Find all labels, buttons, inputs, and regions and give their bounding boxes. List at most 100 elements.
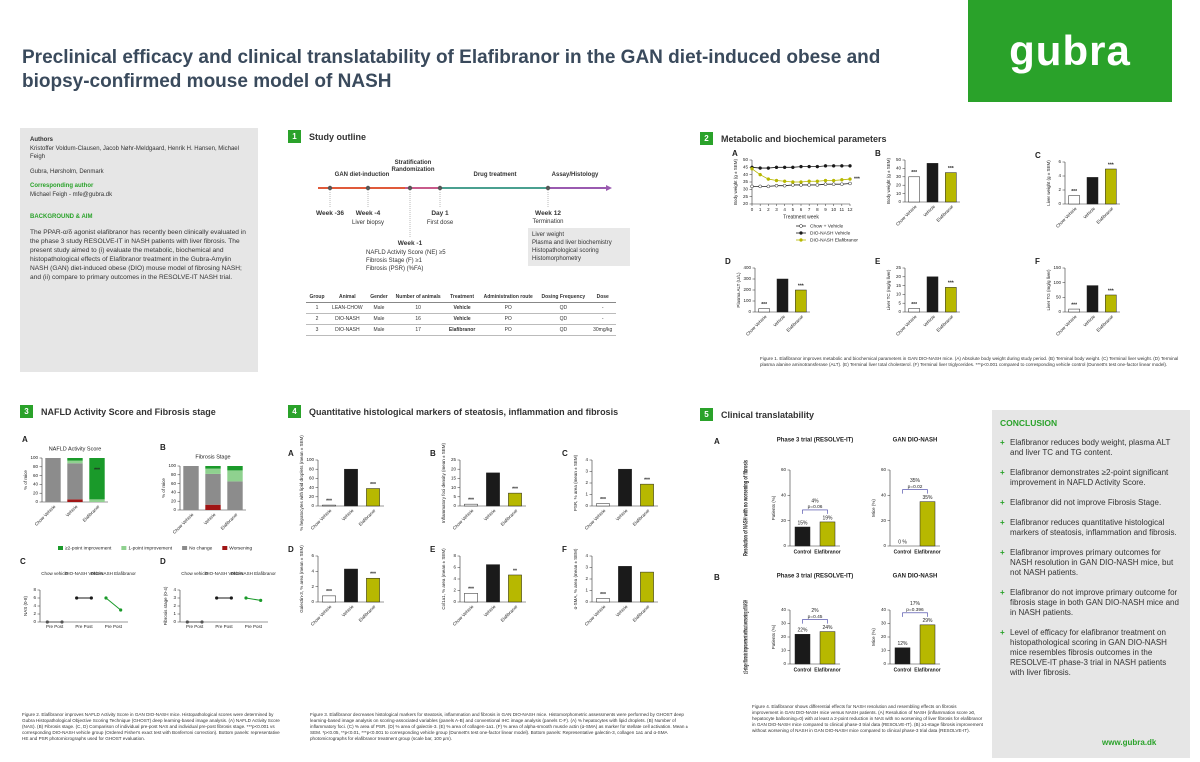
- series-marker: [766, 166, 771, 170]
- table-row: 1 LEAN-CHOW Male 10 Vehicle PO QD -: [306, 302, 616, 314]
- x-tick-label: Chow Vehicle: [584, 604, 607, 627]
- table-cell: Elafibranor: [445, 324, 480, 336]
- x-tick-label: Elafibranor: [632, 604, 651, 623]
- bar: [322, 504, 336, 507]
- data-label: 35%: [922, 495, 933, 501]
- figure-caption: Figure 2. Elafibranor improves NAFLD Act…: [22, 712, 280, 741]
- column-title: GAN DIO-NASH: [893, 438, 938, 444]
- x-tick-label: Elafibranor: [220, 512, 239, 531]
- figure-caption: Figure 3. Elafibranor decreases histolog…: [310, 712, 689, 741]
- bar: [344, 468, 358, 507]
- group-table: Group Animal Gender Number of animals Treatm…: [306, 292, 616, 336]
- y-axis-label: Mice (%): [871, 499, 876, 517]
- y-axis-label: % hepatocytes with lipid droplets (mean …: [299, 435, 304, 531]
- x-tick-label: Pre Post: [215, 624, 233, 629]
- bar: [819, 631, 836, 665]
- y-tick-label: 20: [896, 182, 902, 187]
- y-tick-label: 20: [309, 494, 315, 499]
- x-tick-label: Vehicle: [922, 314, 936, 328]
- x-tick-label: Chow Vehicle: [310, 508, 333, 531]
- bar: [945, 287, 957, 313]
- assay-list: Liver weight Plasma and liver biochemistr…: [528, 228, 630, 266]
- y-tick-label: 30: [781, 621, 787, 626]
- x-tick-label: Vehicle: [772, 314, 786, 328]
- x-tick-label: Control: [794, 549, 812, 555]
- bar-segment: [67, 460, 83, 464]
- series-marker: [831, 164, 836, 168]
- bar-segment: [205, 504, 221, 510]
- y-tick-label: 50: [1056, 295, 1062, 300]
- x-tick-label: Chow Vehicle: [452, 508, 475, 531]
- phase-label: Stratification Randomization: [391, 160, 435, 173]
- milestone-week: Week 12: [535, 210, 561, 217]
- series-marker: [799, 180, 803, 184]
- y-axis-label: Body weight (g ± SEM): [886, 158, 891, 204]
- table-header-cell: Administration route: [479, 292, 538, 303]
- series-marker: [791, 180, 795, 184]
- y-tick-label: 3: [585, 469, 588, 474]
- y-tick-label: 2: [33, 611, 36, 616]
- section-header: 2 Metabolic and biochemical parameters: [700, 132, 887, 145]
- significance: ***: [468, 587, 474, 593]
- series-marker: [799, 164, 803, 169]
- x-tick-label: Chow Vehicle: [1055, 314, 1078, 337]
- y-tick-label: 20: [896, 274, 902, 279]
- series-marker: [807, 164, 811, 169]
- table-cell: 1: [306, 302, 329, 314]
- bar: [344, 568, 358, 603]
- x-tick-label: 7: [808, 207, 811, 212]
- y-tick-label: 40: [33, 482, 39, 487]
- y-tick-label: 2: [173, 603, 176, 608]
- x-tick-label: Vehicle: [341, 508, 355, 522]
- y-tick-label: 2: [585, 576, 588, 581]
- series-marker: [840, 182, 844, 186]
- series-marker: [840, 164, 844, 168]
- legend-swatch: [222, 546, 228, 550]
- column-title: GAN DIO-NASH: [893, 574, 938, 580]
- x-tick-label: Chow Vehicle: [34, 504, 57, 527]
- x-tick-label: Elafibranor: [1095, 206, 1114, 225]
- column-title: Phase 3 trial (RESOLVE-IT): [777, 438, 854, 444]
- y-axis-label: Inflammatory foci density (mean ± SEM): [441, 443, 446, 523]
- y-tick-label: 15: [451, 476, 457, 481]
- data-label: 12%: [897, 641, 908, 647]
- y-tick-label: 40: [309, 485, 315, 490]
- significance: ***: [948, 281, 954, 287]
- x-tick-label: Elafibranor: [500, 604, 519, 623]
- bar-segment: [183, 466, 199, 510]
- affiliation: Gubra, Hørsholm, Denmark: [30, 168, 104, 175]
- y-tick-label: 25: [451, 457, 457, 462]
- table-cell: DIO-NASH: [328, 313, 367, 325]
- bar: [640, 571, 654, 603]
- y-tick-label: 15: [896, 283, 902, 288]
- difference-label: 2%: [811, 608, 819, 614]
- table-header-cell: Dose: [589, 292, 616, 303]
- bar: [795, 289, 807, 313]
- legend-label: DIO-NASH Elafibranor: [810, 237, 858, 243]
- table-cell: PO: [479, 313, 538, 325]
- x-tick-label: Control: [894, 549, 912, 555]
- table-row: 2 DIO-NASH Male 16 Vehicle PO QD -: [306, 313, 616, 325]
- y-tick-label: 1: [173, 611, 176, 616]
- table-cell: 3: [306, 324, 329, 336]
- difference-label: 35%: [910, 478, 921, 484]
- legend-swatch: [58, 546, 63, 550]
- milestone-note: First dose: [426, 220, 454, 226]
- table-cell: Male: [366, 302, 392, 314]
- x-tick-label: 12: [847, 207, 853, 212]
- p-value: p=0.02: [908, 484, 923, 490]
- pair-point: [229, 596, 233, 600]
- series-marker: [782, 179, 787, 184]
- legend-marker: [799, 238, 803, 242]
- comparison-bracket: [802, 619, 828, 624]
- assay-item: Plasma and liver biochemistry: [532, 240, 612, 246]
- y-axis-label: Plasma ALT (U/L): [736, 272, 741, 308]
- y-axis-label: Col1a1, % area (mean ± SEM): [441, 548, 446, 610]
- column-title: Phase 3 trial (RESOLVE-IT): [777, 574, 854, 580]
- y-tick-label: 30: [743, 187, 749, 192]
- y-axis-label: Patients (%): [771, 495, 776, 520]
- y-tick-label: 150: [1053, 265, 1061, 270]
- y-tick-label: 0: [883, 661, 886, 666]
- bar-segment: [227, 481, 243, 510]
- comparison-bracket: [802, 509, 828, 514]
